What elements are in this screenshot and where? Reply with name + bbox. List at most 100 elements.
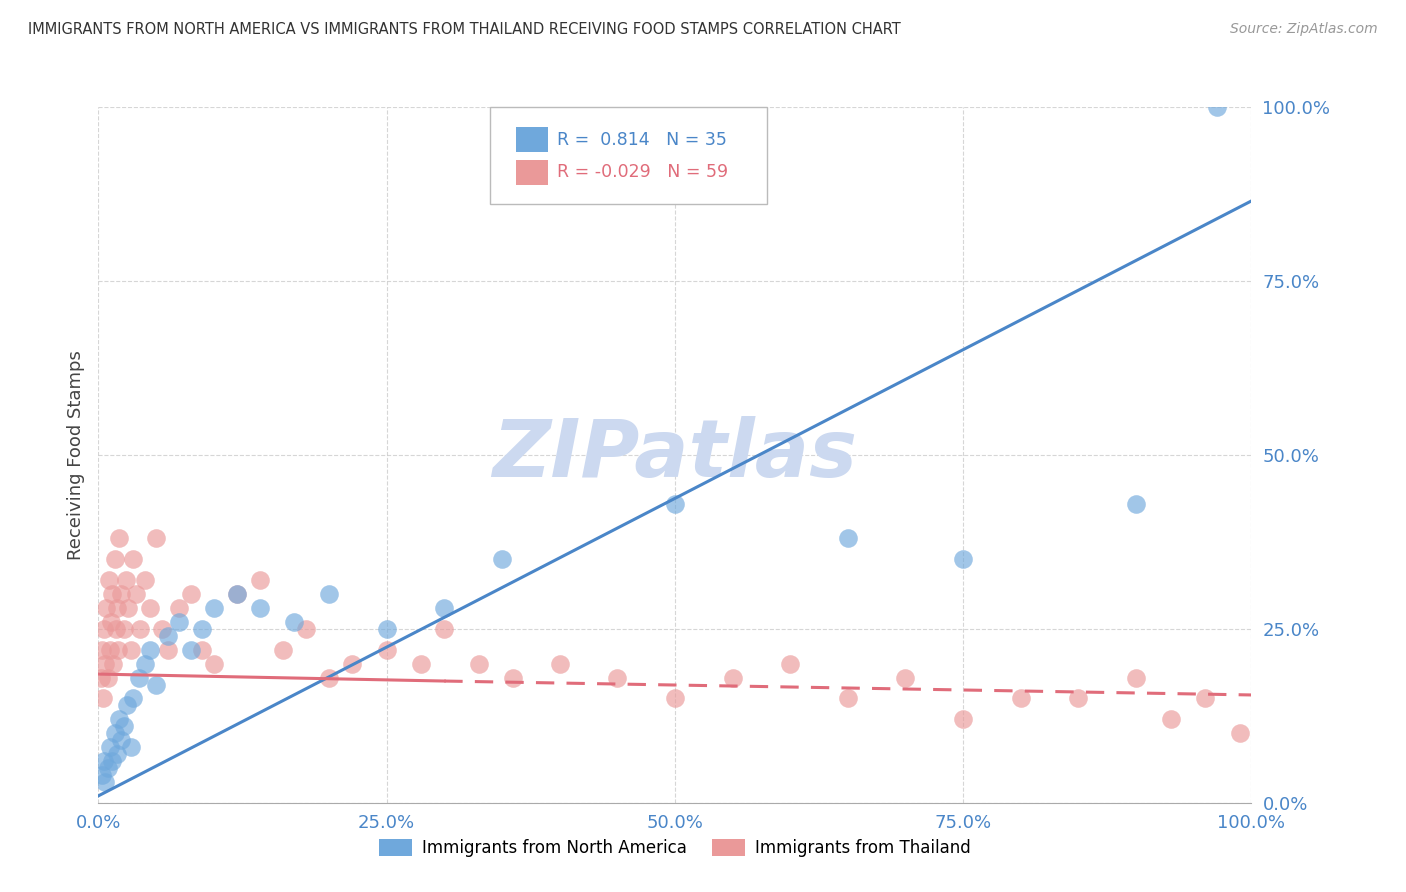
Point: [122, 691, 145, 706]
Point: [104, 622, 127, 636]
Point: [90, 671, 112, 685]
Point: [837, 691, 859, 706]
Point: [101, 587, 124, 601]
Text: Source: ZipAtlas.com: Source: ZipAtlas.com: [1230, 22, 1378, 37]
Point: [94, 775, 117, 789]
Point: [105, 601, 128, 615]
Point: [98, 642, 121, 657]
Point: [117, 698, 138, 713]
Point: [1194, 691, 1216, 706]
Point: [283, 615, 305, 629]
Point: [103, 552, 125, 566]
Point: [167, 615, 190, 629]
Point: [433, 601, 456, 615]
Point: [952, 552, 974, 566]
Text: IMMIGRANTS FROM NORTH AMERICA VS IMMIGRANTS FROM THAILAND RECEIVING FOOD STAMPS : IMMIGRANTS FROM NORTH AMERICA VS IMMIGRA…: [28, 22, 901, 37]
Point: [779, 657, 801, 671]
Point: [225, 587, 247, 601]
Point: [156, 629, 179, 643]
Point: [491, 552, 513, 566]
Point: [318, 587, 340, 601]
Point: [103, 726, 125, 740]
Point: [952, 712, 974, 726]
Point: [112, 622, 135, 636]
Legend: Immigrants from North America, Immigrants from Thailand: Immigrants from North America, Immigrant…: [373, 832, 977, 864]
Point: [110, 587, 132, 601]
Point: [145, 677, 167, 691]
Point: [225, 587, 247, 601]
Point: [129, 622, 152, 636]
Point: [91, 691, 114, 706]
Point: [139, 642, 162, 657]
Point: [108, 712, 131, 726]
Point: [375, 642, 398, 657]
Point: [145, 532, 167, 546]
Point: [134, 573, 156, 587]
Point: [108, 532, 131, 546]
Point: [115, 573, 138, 587]
Point: [93, 754, 115, 768]
Point: [101, 754, 124, 768]
Y-axis label: Receiving Food Stamps: Receiving Food Stamps: [66, 350, 84, 560]
Point: [134, 657, 156, 671]
Point: [1229, 726, 1251, 740]
Point: [125, 587, 148, 601]
Point: [1205, 100, 1227, 114]
Point: [117, 601, 139, 615]
Point: [120, 740, 142, 755]
Point: [664, 497, 686, 511]
Point: [100, 615, 122, 629]
Point: [98, 740, 121, 755]
Point: [90, 768, 112, 782]
Point: [340, 657, 363, 671]
Point: [191, 642, 214, 657]
Point: [1160, 712, 1182, 726]
Point: [295, 622, 318, 636]
Point: [202, 657, 225, 671]
Point: [122, 552, 145, 566]
Point: [606, 671, 628, 685]
Bar: [516, 128, 548, 153]
Point: [90, 642, 112, 657]
Point: [97, 573, 120, 587]
Point: [249, 601, 271, 615]
Point: [433, 622, 456, 636]
Point: [502, 671, 524, 685]
Point: [180, 587, 202, 601]
Text: R = -0.029   N = 59: R = -0.029 N = 59: [557, 163, 728, 181]
Point: [548, 657, 571, 671]
Point: [180, 642, 202, 657]
Point: [167, 601, 190, 615]
Point: [202, 601, 225, 615]
Point: [139, 601, 162, 615]
Point: [110, 733, 132, 747]
Point: [191, 622, 214, 636]
Point: [120, 642, 142, 657]
Point: [1010, 691, 1032, 706]
Point: [249, 573, 271, 587]
Point: [837, 532, 859, 546]
Point: [97, 761, 120, 775]
Bar: [516, 160, 548, 185]
Point: [156, 642, 179, 657]
Point: [1125, 497, 1147, 511]
Text: R =  0.814   N = 35: R = 0.814 N = 35: [557, 131, 727, 149]
Point: [93, 622, 115, 636]
Point: [96, 601, 118, 615]
Point: [318, 671, 340, 685]
Point: [375, 622, 398, 636]
Point: [107, 642, 129, 657]
Point: [103, 657, 125, 671]
Point: [94, 657, 117, 671]
Point: [105, 747, 128, 761]
Point: [271, 642, 294, 657]
Point: [97, 671, 120, 685]
Point: [468, 657, 491, 671]
Point: [128, 671, 150, 685]
Text: ZIPatlas: ZIPatlas: [492, 416, 858, 494]
Point: [721, 671, 744, 685]
Point: [1067, 691, 1090, 706]
Point: [894, 671, 917, 685]
Point: [664, 691, 686, 706]
Point: [150, 622, 173, 636]
